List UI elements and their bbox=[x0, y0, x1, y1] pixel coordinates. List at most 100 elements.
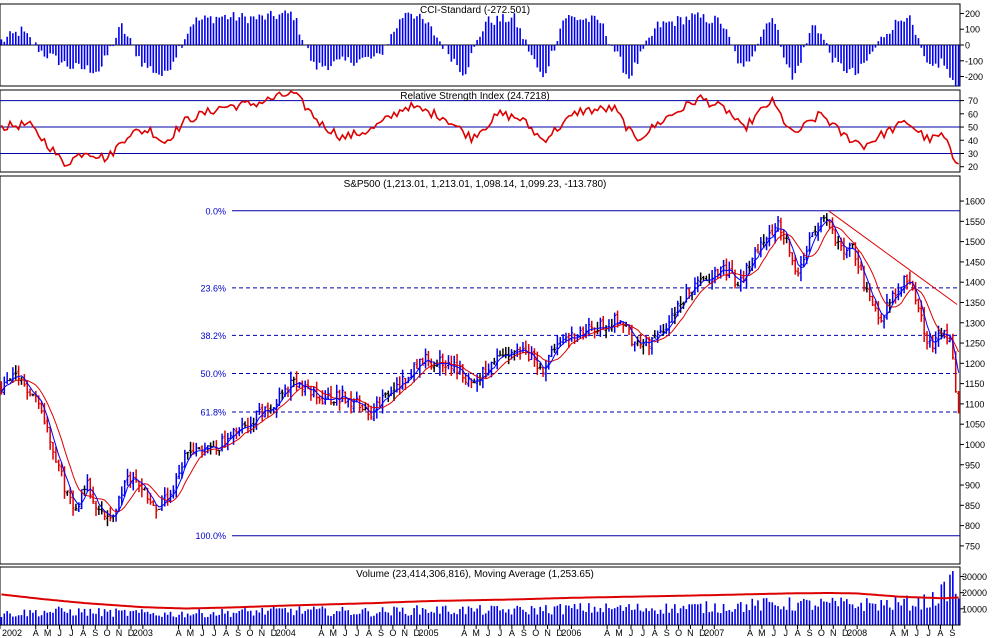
price-bar bbox=[492, 357, 496, 365]
price-bar bbox=[42, 402, 46, 425]
x-axis-month-label: N bbox=[687, 628, 694, 638]
fib-level-label: 38.2% bbox=[200, 331, 226, 341]
x-axis-month-label: A bbox=[652, 628, 658, 638]
rsi-tick-label: 40 bbox=[968, 136, 978, 146]
x-axis-month-label: N bbox=[259, 628, 266, 638]
price-bar bbox=[8, 378, 12, 382]
x-axis-month-label: S bbox=[664, 628, 670, 638]
price-bar bbox=[97, 505, 101, 515]
x-axis-month-label: A bbox=[604, 628, 610, 638]
price-bar bbox=[257, 402, 261, 415]
price-bar bbox=[28, 388, 32, 397]
price-bar bbox=[876, 301, 880, 325]
price-bar bbox=[17, 365, 21, 386]
rsi-tick-label: 20 bbox=[968, 162, 978, 172]
x-axis-year-label: 2005 bbox=[419, 628, 439, 638]
price-bar bbox=[65, 490, 69, 496]
price-tick-label: 850 bbox=[965, 501, 980, 511]
rsi-reference-lines bbox=[0, 100, 960, 154]
price-bar bbox=[756, 244, 760, 254]
price-bar bbox=[810, 231, 814, 238]
price-bar bbox=[183, 449, 187, 469]
price-bar bbox=[464, 373, 468, 385]
price-tick-label: 1150 bbox=[965, 379, 984, 389]
price-bar bbox=[538, 362, 542, 370]
price-bar bbox=[197, 447, 201, 450]
price-bar bbox=[945, 323, 949, 345]
price-bar bbox=[916, 298, 920, 313]
price-bar bbox=[722, 259, 726, 275]
price-bar bbox=[871, 295, 875, 307]
price-bar bbox=[541, 367, 545, 377]
x-axis-month-label: S bbox=[807, 628, 813, 638]
volume-y-ticks: 30000 20000 10000 bbox=[960, 572, 987, 614]
price-bar bbox=[957, 391, 961, 414]
x-axis-month-label: S bbox=[378, 628, 384, 638]
price-bar bbox=[74, 503, 78, 511]
price-title: S&P500 (1,213.01, 1,213.01, 1,098.14, 1,… bbox=[344, 179, 607, 190]
trendline bbox=[828, 210, 958, 305]
price-bar bbox=[194, 442, 198, 457]
x-axis-month-label: D bbox=[128, 628, 135, 638]
price-bar bbox=[902, 275, 906, 294]
price-bar bbox=[289, 371, 293, 401]
price-bar bbox=[332, 401, 336, 406]
price-bar bbox=[724, 258, 728, 281]
x-axis-month-label: O bbox=[389, 628, 396, 638]
price-bar bbox=[329, 385, 333, 405]
x-axis-month-label: J bbox=[355, 628, 360, 638]
price-bar bbox=[808, 232, 812, 253]
price-bar bbox=[361, 404, 365, 412]
x-axis-month-label: M bbox=[44, 628, 52, 638]
volume-bars bbox=[0, 571, 960, 625]
price-bar bbox=[799, 255, 803, 282]
price-bar bbox=[762, 234, 766, 249]
price-bar bbox=[696, 276, 700, 293]
rsi-title: Relative Strength Index (24.7218) bbox=[400, 91, 550, 102]
price-tick-label: 1450 bbox=[965, 257, 985, 267]
rsi-panel: 70 60 50 40 30 20 Relative Strength Index (24… bbox=[0, 89, 978, 173]
price-bar bbox=[633, 341, 637, 352]
price-bar bbox=[836, 235, 840, 250]
x-axis-month-label: N bbox=[116, 628, 123, 638]
price-bar bbox=[103, 510, 107, 521]
price-bar bbox=[48, 426, 52, 450]
price-bar bbox=[441, 353, 445, 373]
price-tick-label: 1500 bbox=[965, 237, 985, 247]
price-bar bbox=[544, 359, 548, 382]
x-axis-month-label: J bbox=[343, 628, 348, 638]
price-bar bbox=[60, 462, 64, 477]
price-bar bbox=[246, 417, 250, 434]
price-bar bbox=[424, 348, 428, 369]
price-bar bbox=[280, 389, 284, 401]
x-axis-month-label: A bbox=[461, 628, 467, 638]
price-bar bbox=[343, 391, 347, 404]
price-bar bbox=[68, 487, 72, 505]
x-axis-month-label: J bbox=[914, 628, 919, 638]
fib-level-label: 61.8% bbox=[200, 408, 226, 418]
x-axis-month-label: M bbox=[615, 628, 623, 638]
price-tick-label: 1050 bbox=[965, 420, 985, 430]
price-y-ticks: 1600 1550 1500 1450 1400 1350 1300 1250 1200 1150… bbox=[960, 197, 985, 551]
x-axis-month-label: J bbox=[200, 628, 205, 638]
cci-tick-label: 100 bbox=[965, 25, 980, 35]
cci-tick-label: 200 bbox=[965, 9, 980, 19]
x-axis-year-label: 2006 bbox=[561, 628, 581, 638]
price-bar bbox=[318, 396, 322, 404]
price-bar bbox=[475, 374, 479, 392]
price-bar bbox=[498, 350, 502, 357]
price-bar bbox=[873, 300, 877, 312]
x-axis-month-label: D bbox=[842, 628, 849, 638]
price-bar bbox=[736, 281, 740, 287]
price-bar bbox=[659, 325, 663, 334]
price-bar bbox=[796, 267, 800, 277]
price-bar bbox=[401, 369, 405, 390]
x-axis-month-label: J bbox=[69, 628, 74, 638]
x-axis-month-label: J bbox=[212, 628, 217, 638]
price-bar bbox=[295, 371, 299, 391]
fib-level-label: 50.0% bbox=[200, 369, 226, 379]
price-bar bbox=[77, 502, 81, 512]
price-bar bbox=[31, 393, 35, 397]
price-bar bbox=[151, 500, 155, 507]
fibonacci-levels: 0.0% 23.6% 38.2% 50.0% 61.8% 100.0% bbox=[195, 206, 960, 541]
